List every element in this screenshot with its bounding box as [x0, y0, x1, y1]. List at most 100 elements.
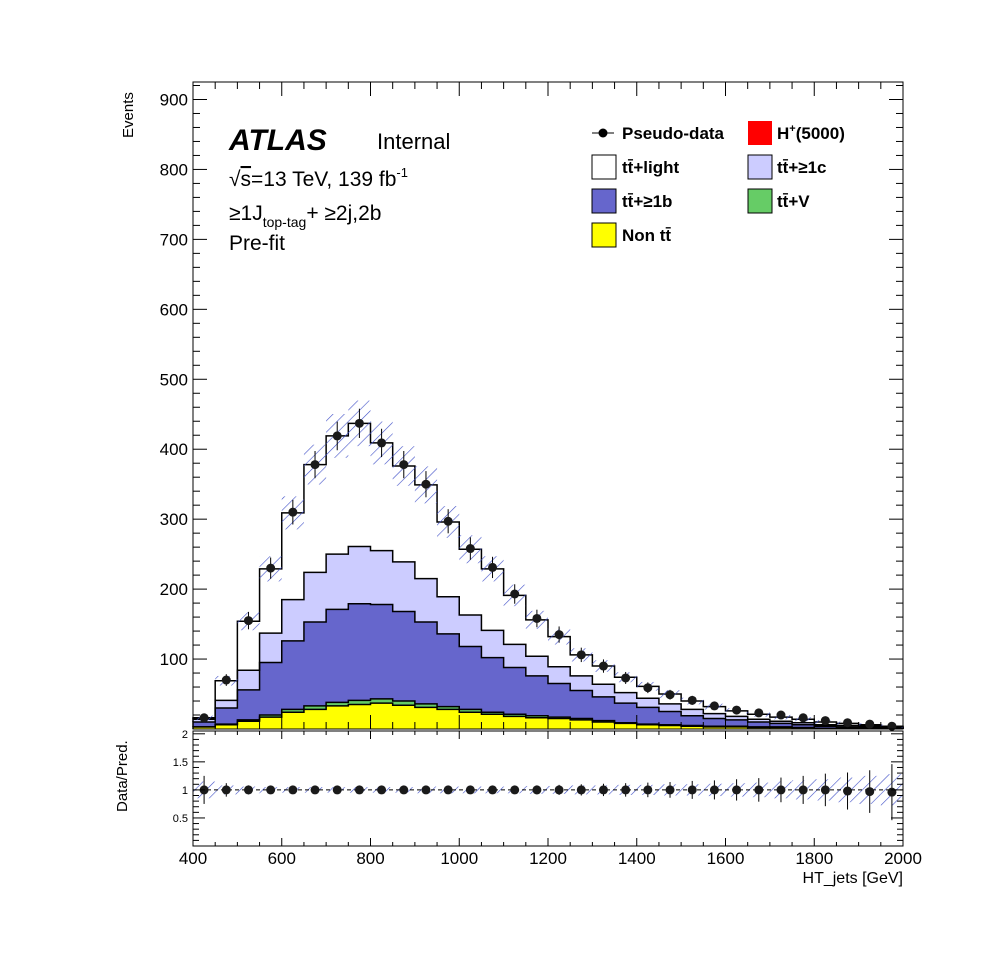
ratio-point: [310, 785, 320, 795]
ratio-point: [598, 785, 608, 795]
y-tick-label: 400: [160, 440, 188, 459]
energy-lumi-text: √s=13 TeV, 139 fb-1: [229, 165, 408, 191]
x-axis: 400 600 800 1000 1200 1400 1600 1800 2000: [179, 731, 922, 868]
legend-b-swatch: [591, 188, 617, 214]
region-suffix: + ≥2j,2b: [306, 202, 381, 225]
ratio-point: [887, 787, 897, 797]
data-point: [243, 616, 253, 626]
ratio-point: [621, 785, 631, 795]
fit-state: Pre-fit: [229, 232, 285, 255]
sqrt-symbol: √: [229, 168, 241, 191]
x-tick-label: 600: [268, 849, 296, 868]
pseudo-data-points: [199, 408, 897, 731]
ratio-y-tick-label: 0.5: [173, 813, 188, 825]
ratio-point: [643, 785, 653, 795]
ratio-y-tick-label: 2: [182, 729, 188, 741]
stack-outline-3: [192, 545, 904, 729]
stack-layer-2: [193, 603, 903, 729]
ratio-point: [843, 786, 853, 796]
legend-c-swatch: [747, 154, 773, 180]
data-point: [266, 563, 276, 573]
ratio-point: [820, 785, 830, 795]
ratio-point: [399, 785, 409, 795]
legend-pseudo-data: Pseudo-data: [622, 124, 725, 143]
ratio-point: [776, 785, 786, 795]
data-point: [576, 650, 586, 660]
legend-data-marker: [598, 128, 608, 138]
data-point: [399, 460, 409, 470]
x-tick-label: 2000: [884, 849, 922, 868]
data-point: [443, 516, 453, 526]
y-tick-label: 900: [160, 90, 188, 109]
main-panel: 100 200 300 400 500 600 700 800 900 Events: [120, 81, 904, 731]
data-point: [377, 438, 387, 448]
ratio-point: [288, 785, 298, 795]
atlas-text: ATLAS: [228, 124, 327, 157]
data-point: [865, 719, 875, 729]
data-point: [709, 701, 719, 711]
main-y-axis: 100 200 300 400 500 600 700 800 900: [160, 84, 903, 716]
legend-signal-swatch: [748, 121, 772, 145]
data-point: [598, 661, 608, 671]
data-point: [820, 716, 830, 726]
y-tick-label: 200: [160, 580, 188, 599]
atlas-label: ATLAS Internal √s=13 TeV, 139 fb-1 ≥1Jto…: [228, 124, 450, 255]
region-subscript: top-tag: [263, 214, 307, 230]
ratio-point: [754, 785, 764, 795]
x-tick-label: 1200: [529, 849, 567, 868]
data-point: [332, 431, 342, 441]
ratio-y-tick-label: 1: [182, 785, 188, 797]
ratio-point: [732, 785, 742, 795]
y-tick-label: 300: [160, 510, 188, 529]
data-point: [465, 544, 475, 554]
legend: Pseudo-data H+(5000) tt̄+light tt̄+≥1c t…: [591, 121, 845, 248]
ratio-point: [266, 785, 276, 795]
y-axis-label: Events: [120, 92, 137, 138]
x-tick-label: 800: [356, 849, 384, 868]
x-tick-label: 1000: [440, 849, 478, 868]
stack-layer-4: [193, 423, 903, 727]
ratio-point: [243, 785, 253, 795]
x-tick-label: 400: [179, 849, 207, 868]
ratio-point: [554, 785, 564, 795]
lumi-exponent: -1: [396, 165, 408, 180]
y-tick-label: 600: [160, 300, 188, 319]
x-tick-label: 1800: [795, 849, 833, 868]
data-point: [643, 683, 653, 693]
ratio-point: [443, 785, 453, 795]
data-point: [488, 562, 498, 572]
y-tick-label: 100: [160, 650, 188, 669]
data-point: [798, 713, 808, 723]
region-prefix: ≥1J: [229, 202, 263, 225]
ratio-point: [221, 785, 231, 795]
stacked-histograms: [192, 422, 904, 730]
ratio-y-tick-label: 1.5: [173, 757, 188, 769]
ratio-point: [665, 785, 675, 795]
y-tick-label: 800: [160, 160, 188, 179]
data-point: [221, 675, 231, 685]
legend-non-swatch: [591, 222, 617, 248]
ratio-points: [199, 764, 897, 821]
legend-light-swatch: [591, 154, 617, 180]
ratio-point: [332, 785, 342, 795]
ratio-point: [465, 785, 475, 795]
legend-non: Non tt̄: [622, 226, 671, 245]
ratio-y-axis: 0.5 1 1.5 2: [173, 729, 903, 841]
y-tick-label: 500: [160, 370, 188, 389]
ratio-point: [532, 785, 542, 795]
legend-light: tt̄+light: [622, 158, 679, 177]
legend-b: tt̄+≥1b: [622, 192, 672, 211]
data-point: [887, 721, 897, 731]
ratio-point: [576, 785, 586, 795]
atlas-status: Internal: [377, 129, 450, 154]
ratio-point: [421, 785, 431, 795]
data-point: [621, 673, 631, 683]
data-point: [288, 507, 298, 517]
legend-signal: H+(5000): [777, 123, 845, 143]
ratio-point: [709, 785, 719, 795]
data-point: [754, 708, 764, 718]
stack-layer-3: [193, 546, 903, 728]
data-point: [354, 418, 364, 428]
stack-outline-1: [193, 698, 904, 730]
